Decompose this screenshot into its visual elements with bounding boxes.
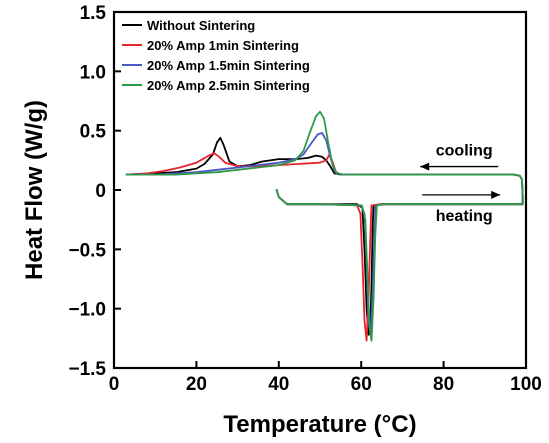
annotation-arrowhead-1	[420, 162, 430, 171]
y-tick-label-0: −1.5	[68, 359, 106, 380]
series-line-4-heating	[275, 189, 524, 342]
y-tick-label-1: −1.0	[68, 300, 106, 321]
x-tick-label-5: 100	[510, 374, 542, 395]
y-tick-label-6: 1.5	[80, 3, 107, 24]
axis-ticks	[113, 11, 527, 369]
plot-series	[125, 110, 524, 342]
legend-label-4: 20% Amp 2.5min Sintering	[147, 78, 310, 93]
y-axis-title: Heat Flow (W/g)	[21, 100, 48, 280]
annotation-arrowhead-2	[491, 190, 501, 199]
x-tick-label-0: 0	[109, 374, 120, 395]
y-tick-label-5: 1.0	[80, 62, 106, 83]
x-tick-label-4: 80	[433, 374, 454, 395]
axis-tick-labels: 0 20 40 60 80 100 −1.5 −1.0 −0.5 0 0.5 1.0 1.5	[68, 3, 541, 395]
x-tick-label-1: 20	[186, 374, 207, 395]
y-tick-label-3: 0	[95, 181, 106, 202]
y-tick-label-4: 0.5	[80, 122, 107, 143]
x-axis-title: Temperature (°C)	[223, 411, 416, 438]
legend: Without Sintering 20% Amp 1min Sintering 2…	[122, 18, 310, 93]
annotation-text-1: cooling	[436, 143, 493, 160]
y-tick-label-2: −0.5	[68, 240, 106, 261]
legend-label-1: Without Sintering	[147, 18, 255, 33]
annotations: cooling heating	[420, 143, 501, 225]
legend-label-3: 20% Amp 1.5min Sintering	[147, 58, 310, 73]
x-tick-label-2: 40	[268, 374, 289, 395]
x-tick-label-3: 60	[351, 374, 372, 395]
series-line-4-cooling	[125, 110, 524, 206]
legend-label-2: 20% Amp 1min Sintering	[147, 38, 299, 53]
annotation-text-2: heating	[436, 208, 493, 225]
series-line-2-cooling	[125, 152, 524, 206]
